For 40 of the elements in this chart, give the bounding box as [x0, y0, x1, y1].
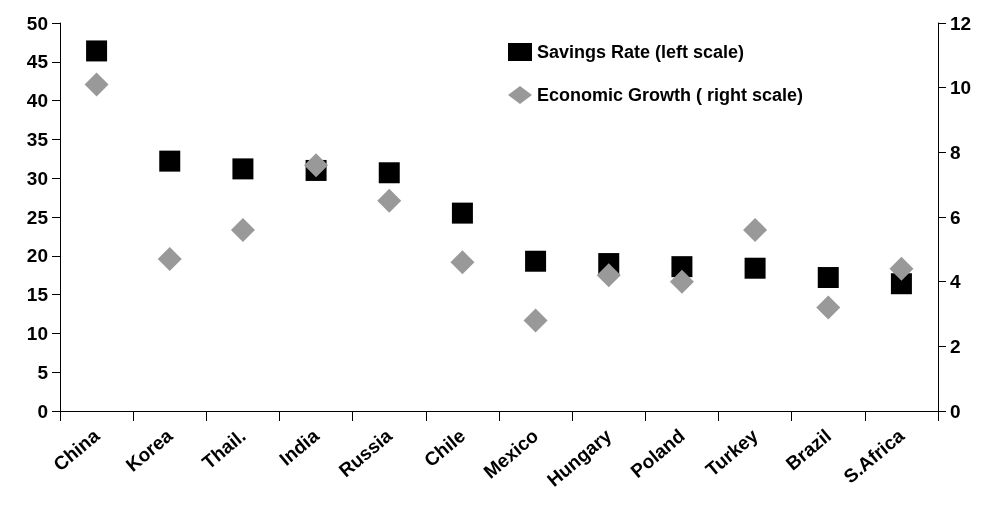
y-tick-label: 30 — [26, 167, 48, 189]
y-tick-label: 25 — [26, 206, 49, 228]
point — [86, 40, 108, 62]
y-tick-label: 45 — [26, 51, 49, 73]
point — [159, 150, 181, 172]
point — [523, 308, 548, 333]
y2-tick-label: 4 — [950, 271, 961, 293]
point — [743, 217, 768, 242]
y-tick-label: 10 — [26, 322, 48, 344]
point — [596, 263, 621, 288]
point — [450, 250, 475, 275]
point — [817, 267, 839, 289]
y2-tick-label: 8 — [950, 141, 961, 163]
point — [304, 153, 329, 178]
point — [157, 247, 182, 272]
y-tick-label: 15 — [26, 284, 49, 306]
point — [525, 250, 547, 272]
point — [816, 295, 841, 320]
point — [84, 72, 109, 97]
point — [669, 269, 694, 294]
point — [451, 202, 473, 224]
y2-tick-label: 12 — [950, 12, 972, 34]
point — [889, 256, 914, 281]
y-tick-label: 5 — [37, 361, 49, 383]
point — [230, 217, 255, 242]
y2-tick-label: 10 — [950, 77, 972, 99]
y-tick-label: 35 — [26, 128, 49, 150]
y-tick-label: 50 — [26, 12, 48, 34]
point — [377, 188, 402, 213]
legend-label: Savings Rate (left scale) — [537, 42, 745, 62]
y2-tick-label: 0 — [950, 400, 961, 422]
point — [378, 162, 400, 184]
point — [744, 257, 766, 279]
y-tick-label: 20 — [26, 245, 48, 267]
y-tick-label: 0 — [37, 400, 48, 422]
point — [232, 158, 254, 180]
y-tick-label: 40 — [26, 90, 48, 112]
legend-label: Economic Growth ( right scale) — [537, 85, 804, 105]
y2-tick-label: 2 — [950, 335, 961, 357]
y2-tick-label: 6 — [950, 206, 961, 228]
